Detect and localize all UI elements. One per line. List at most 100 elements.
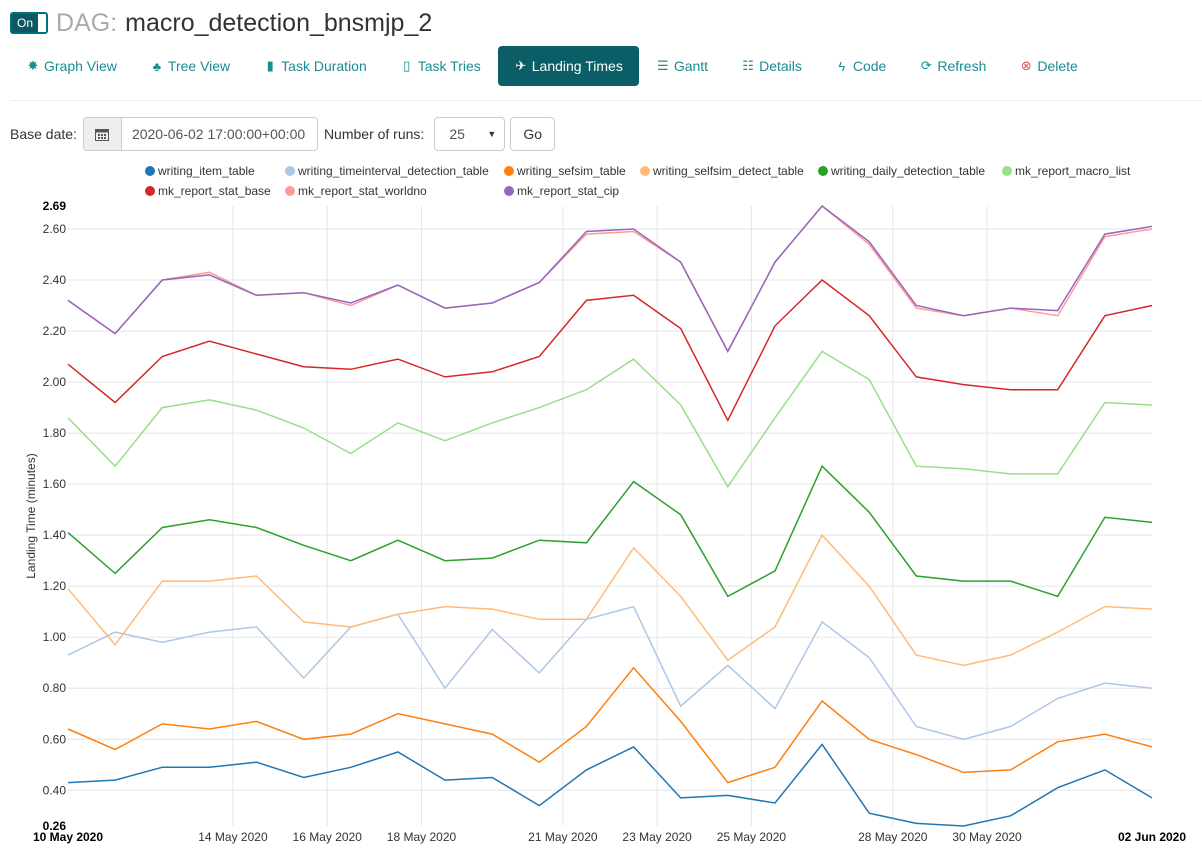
y-tick-label: 0.60 — [43, 732, 67, 746]
y-axis-label: Landing Time (minutes) — [24, 453, 38, 578]
series-line-writing_item_table[interactable] — [67, 743, 1153, 827]
legend-swatch — [818, 166, 828, 176]
tab-delete[interactable]: ⊗ Delete — [1003, 46, 1093, 86]
gear-icon: ✸ — [27, 58, 39, 73]
tab-label: Task Tries — [417, 58, 481, 74]
legend-item[interactable]: writing_selfsim_detect_table — [640, 164, 804, 178]
toggle-on-label: On — [12, 14, 39, 32]
tab-landing-times[interactable]: ✈ Landing Times — [497, 46, 639, 86]
legend-label: mk_report_stat_worldno — [298, 184, 427, 198]
dag-prefix: DAG: — [56, 8, 118, 37]
runs-select[interactable]: 25 ▼ — [434, 117, 506, 151]
x-tick-label: 18 May 2020 — [387, 830, 457, 844]
y-tick-label: 2.20 — [43, 324, 67, 338]
x-tick-label: 14 May 2020 — [198, 830, 268, 844]
legend-label: writing_item_table — [157, 164, 255, 178]
series-line-writing_sefsim_table[interactable] — [67, 666, 1153, 784]
legend-item[interactable]: writing_daily_detection_table — [818, 164, 985, 178]
go-button[interactable]: Go — [510, 117, 555, 151]
series-line-mk_report_macro_list[interactable] — [67, 350, 1153, 489]
y-tick-label: 1.00 — [43, 630, 67, 644]
base-date-label: Base date: — [10, 126, 77, 142]
legend-label: mk_report_stat_cip — [517, 184, 619, 198]
legend-item[interactable]: mk_report_stat_cip — [504, 184, 619, 198]
gantt-icon: ☰ — [657, 58, 669, 73]
legend-swatch — [145, 166, 155, 176]
tab-task-duration[interactable]: ▮ Task Duration — [247, 46, 383, 86]
series-line-mk_report_stat_base[interactable] — [67, 279, 1153, 422]
dag-title: macro_detection_bnsmjp_2 — [125, 8, 433, 37]
series-line-mk_report_stat_cip[interactable] — [67, 204, 1153, 354]
tab-label: Gantt — [673, 58, 709, 74]
x-tick-label: 23 May 2020 — [622, 830, 692, 844]
flash-icon: ϟ — [838, 58, 846, 74]
legend-label: mk_report_stat_base — [158, 184, 271, 198]
legend-item[interactable]: mk_report_macro_list — [1002, 164, 1131, 178]
legend-swatch — [504, 166, 514, 176]
y-tick-label: 0.80 — [43, 681, 67, 695]
legend-item[interactable]: mk_report_stat_base — [145, 184, 271, 198]
x-tick-label: 30 May 2020 — [952, 830, 1022, 844]
tab-details[interactable]: ☷ Details — [725, 46, 818, 86]
runs-value: 25 — [449, 126, 465, 142]
tab-label: Delete — [1037, 58, 1078, 74]
series-line-mk_report_stat_worldno[interactable] — [67, 204, 1153, 354]
x-tick-label: 25 May 2020 — [717, 830, 787, 844]
caret-down-icon: ▼ — [487, 129, 497, 139]
x-tick-label: 16 May 2020 — [293, 830, 363, 844]
series-line-writing_daily_detection_table[interactable] — [67, 464, 1153, 598]
tab-task-tries[interactable]: ▯ Task Tries — [384, 46, 497, 86]
tab-gantt[interactable]: ☰ Gantt — [640, 46, 724, 86]
tree-icon: ♣ — [152, 58, 162, 74]
legend-item[interactable]: writing_sefsim_table — [504, 164, 626, 178]
tab-code[interactable]: ϟ Code — [819, 46, 902, 86]
tab-label: Tree View — [167, 58, 231, 74]
y-tick-label: 1.80 — [43, 426, 67, 440]
legend-swatch — [285, 166, 295, 176]
legend-label: writing_daily_detection_table — [830, 164, 985, 178]
remove-circle-icon: ⊗ — [1020, 58, 1032, 73]
y-tick-label: 2.60 — [43, 222, 67, 236]
tab-tree-view[interactable]: ♣ Tree View — [134, 46, 246, 86]
tab-label: Landing Times — [531, 58, 623, 74]
run-filter-form: Base date: Number of runs: 25 ▼ Go — [10, 117, 555, 151]
tab-label: Graph View — [44, 58, 117, 74]
tab-label: Code — [852, 58, 887, 74]
x-tick-label: 28 May 2020 — [858, 830, 928, 844]
file-icon: ▯ — [403, 58, 411, 73]
dag-pause-toggle[interactable]: On — [10, 12, 49, 34]
page-header: On DAG: macro_detection_bnsmjp_2 — [10, 8, 432, 38]
y-tick-label: 2.00 — [43, 375, 67, 389]
legend-item[interactable]: writing_item_table — [145, 164, 255, 178]
tab-label: Details — [759, 58, 802, 74]
divider — [10, 100, 1202, 101]
y-tick-label: 2.69 — [43, 199, 67, 213]
y-tick-label: 2.40 — [43, 273, 67, 287]
list-icon: ☷ — [742, 58, 754, 73]
calendar-icon[interactable] — [83, 118, 122, 150]
series-line-writing_timeinterval_detection_table[interactable] — [67, 605, 1153, 741]
legend-swatch — [285, 186, 295, 196]
bar-chart-icon: ▮ — [266, 58, 274, 73]
legend-item[interactable]: writing_timeinterval_detection_table — [285, 164, 489, 178]
y-tick-label: 0.40 — [43, 783, 67, 797]
base-date-group — [82, 117, 318, 151]
x-tick-label: 02 Jun 2020 — [1118, 830, 1186, 844]
landing-times-chart: writing_item_table writing_timeinterval_d… — [24, 164, 1186, 844]
legend-label: writing_sefsim_table — [516, 164, 626, 178]
tab-label: Refresh — [937, 58, 987, 74]
tab-graph-view[interactable]: ✸ Graph View — [10, 46, 133, 86]
legend-label: writing_selfsim_detect_table — [652, 164, 804, 178]
series-line-writing_selfsim_detect_table[interactable] — [67, 533, 1153, 667]
legend-label: writing_timeinterval_detection_table — [297, 164, 489, 178]
runs-label: Number of runs: — [323, 126, 425, 142]
tab-label: Task Duration — [281, 58, 367, 74]
y-tick-label: 1.40 — [43, 528, 67, 542]
legend-swatch — [504, 186, 514, 196]
legend-item[interactable]: mk_report_stat_worldno — [285, 184, 427, 198]
legend-label: mk_report_macro_list — [1015, 164, 1131, 178]
y-tick-label: 1.20 — [43, 579, 67, 593]
tab-refresh[interactable]: ⟳ Refresh — [903, 46, 1002, 86]
base-date-input[interactable] — [121, 118, 317, 150]
x-tick-label: 10 May 2020 — [33, 830, 103, 844]
